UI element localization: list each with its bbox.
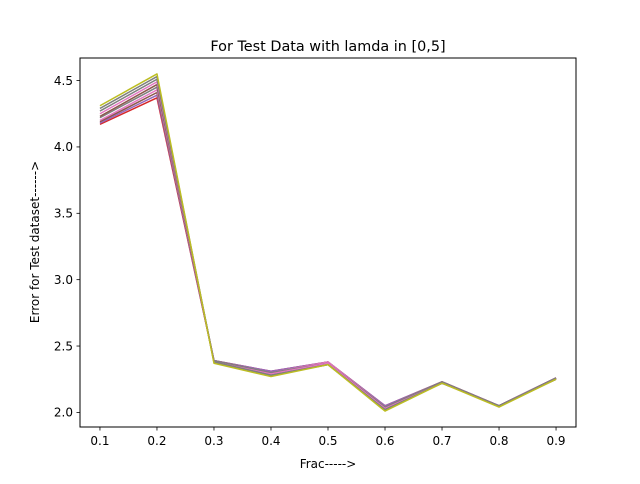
y-axis-label: Error for Test dataset------> [28,161,42,323]
x-tick-label-8: 0.8 [489,434,508,448]
chart-title: For Test Data with lamda in [0,5] [210,39,445,55]
x-tick-label-6: 0.6 [375,434,394,448]
x-axis: 0.1 0.2 0.3 0.4 0.5 0.6 0.7 0.8 0.9 [90,427,566,448]
y-tick-label-5: 4.0 [54,140,73,154]
x-tick-label-5: 0.5 [318,434,337,448]
y-tick-label-3: 3.0 [54,273,73,287]
y-tick-label-6: 4.5 [54,74,73,88]
series-layer [99,73,557,412]
x-tick-label-4: 0.4 [261,434,280,448]
series-line-10 [99,73,557,412]
y-tick-label-1: 2.0 [54,406,73,420]
y-tick-label-4: 3.5 [54,207,73,221]
x-tick-label-9: 0.9 [546,434,565,448]
y-tick-label-2: 2.5 [54,339,73,353]
x-tick-label-1: 0.1 [90,434,109,448]
x-tick-label-2: 0.2 [147,434,166,448]
y-axis: 2.0 2.5 3.0 3.5 4.0 4.5 [54,74,80,420]
x-tick-label-7: 0.7 [432,434,451,448]
x-tick-label-3: 0.3 [204,434,223,448]
x-axis-label: Frac-----> [300,457,357,471]
